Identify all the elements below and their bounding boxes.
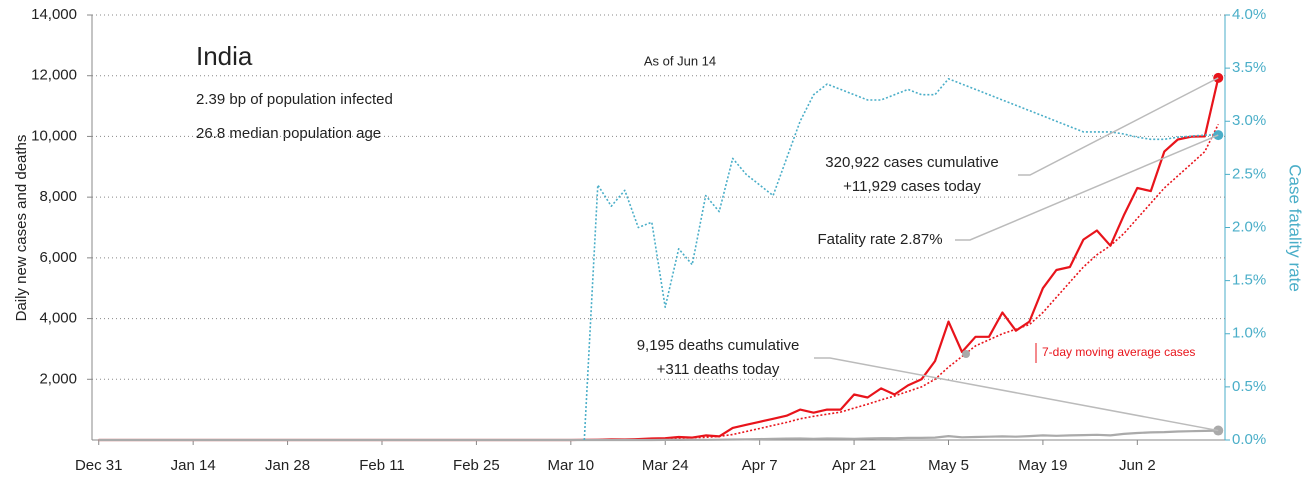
annotation: 9,195 deaths cumulative [637, 337, 800, 354]
x-tick-label: Jan 14 [171, 457, 216, 474]
legend-label: 7-day moving average cases [1042, 345, 1195, 359]
x-tick-label: Feb 25 [453, 457, 500, 474]
note: As of Jun 14 [644, 53, 716, 68]
y-tick-label: 8,000 [39, 188, 77, 205]
y2-tick-label: 1.5% [1232, 272, 1266, 289]
x-tick-label: Apr 7 [742, 457, 778, 474]
x-tick-label: Dec 31 [75, 457, 123, 474]
legend-dot [962, 350, 970, 358]
x-tick-label: Mar 10 [547, 457, 594, 474]
x-tick-label: Jun 2 [1119, 457, 1156, 474]
x-tick-label: Apr 21 [832, 457, 876, 474]
annotation: 320,922 cases cumulative [825, 154, 998, 171]
y-axis-label: Daily new cases and deaths [13, 135, 30, 322]
leader-line [955, 134, 1219, 241]
y-tick-label: 10,000 [31, 127, 77, 144]
subtitle: 26.8 median population age [196, 125, 381, 142]
y2-axis-label: Case fatality rate [1286, 164, 1305, 292]
chart-title: India [196, 41, 253, 71]
y-tick-label: 6,000 [39, 249, 77, 266]
y2-tick-label: 0.5% [1232, 378, 1266, 395]
annotation: +311 deaths today [657, 361, 780, 378]
series-line [98, 123, 1220, 441]
leader-line [1018, 77, 1219, 176]
series-line [583, 78, 1219, 441]
y-tick-label: 12,000 [31, 67, 77, 84]
y2-tick-label: 3.5% [1232, 59, 1266, 76]
leader-line [814, 357, 1219, 432]
subtitle: 2.39 bp of population infected [196, 91, 393, 108]
y2-tick-label: 2.5% [1232, 165, 1266, 182]
x-tick-label: Mar 24 [642, 457, 689, 474]
x-tick-label: Feb 11 [359, 457, 405, 474]
y2-tick-label: 4.0% [1232, 6, 1266, 23]
annotation: +11,929 cases today [843, 178, 981, 195]
y2-tick-label: 2.0% [1232, 218, 1266, 235]
y-tick-label: 2,000 [39, 370, 77, 387]
y2-tick-label: 3.0% [1232, 112, 1266, 129]
y-tick-label: 4,000 [39, 310, 77, 327]
x-tick-label: May 19 [1018, 457, 1067, 474]
series-line [98, 429, 1219, 442]
y-tick-label: 14,000 [31, 6, 77, 23]
y2-tick-label: 1.0% [1232, 325, 1266, 342]
x-tick-label: May 5 [928, 457, 969, 474]
annotation: Fatality rate 2.87% [817, 231, 942, 248]
y2-tick-label: 0.0% [1232, 431, 1266, 448]
x-tick-label: Jan 28 [265, 457, 310, 474]
